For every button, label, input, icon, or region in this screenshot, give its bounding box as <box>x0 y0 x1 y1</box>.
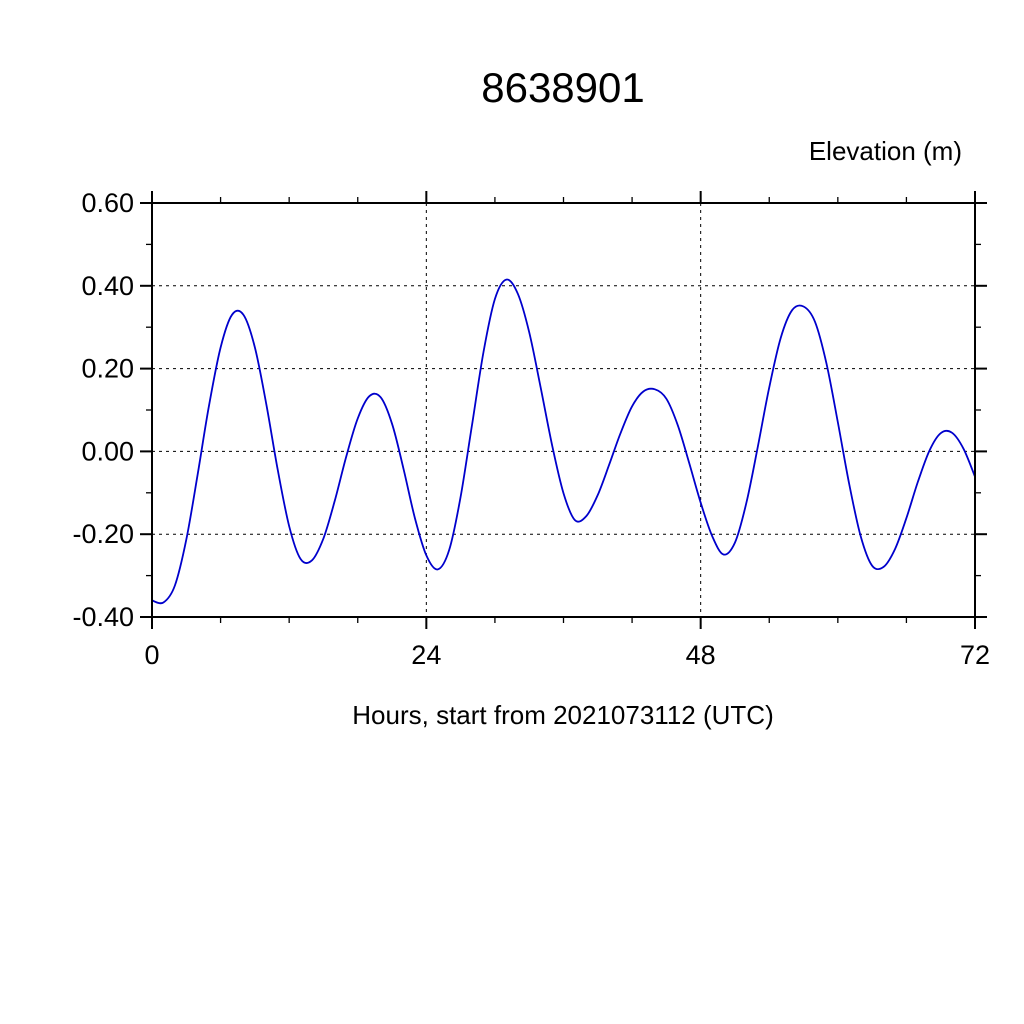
y-tick-label: 0.00 <box>81 436 134 466</box>
x-tick-label: 48 <box>686 640 716 670</box>
tick-labels: 0 24 48 72 -0.40 -0.20 0.00 0.20 0.40 0.60 <box>72 188 990 670</box>
y-tick-label: -0.20 <box>72 519 134 549</box>
x-tick-label: 24 <box>411 640 441 670</box>
tide-curve-path <box>151 278 976 605</box>
chart-title: 8638901 <box>481 64 645 111</box>
x-tick-label: 72 <box>960 640 990 670</box>
x-axis-label: Hours, start from 2021073112 (UTC) <box>352 700 773 730</box>
tick-marks <box>140 191 987 629</box>
y-tick-label: 0.20 <box>81 354 134 384</box>
y-tick-label: -0.40 <box>72 602 134 632</box>
y-tick-label: 0.60 <box>81 188 134 218</box>
y-axis-label: Elevation (m) <box>809 136 962 166</box>
x-tick-label: 0 <box>144 640 159 670</box>
gridlines <box>152 202 975 618</box>
plot-frame <box>151 202 976 618</box>
tide-curve <box>151 278 976 605</box>
y-tick-label: 0.40 <box>81 271 134 301</box>
